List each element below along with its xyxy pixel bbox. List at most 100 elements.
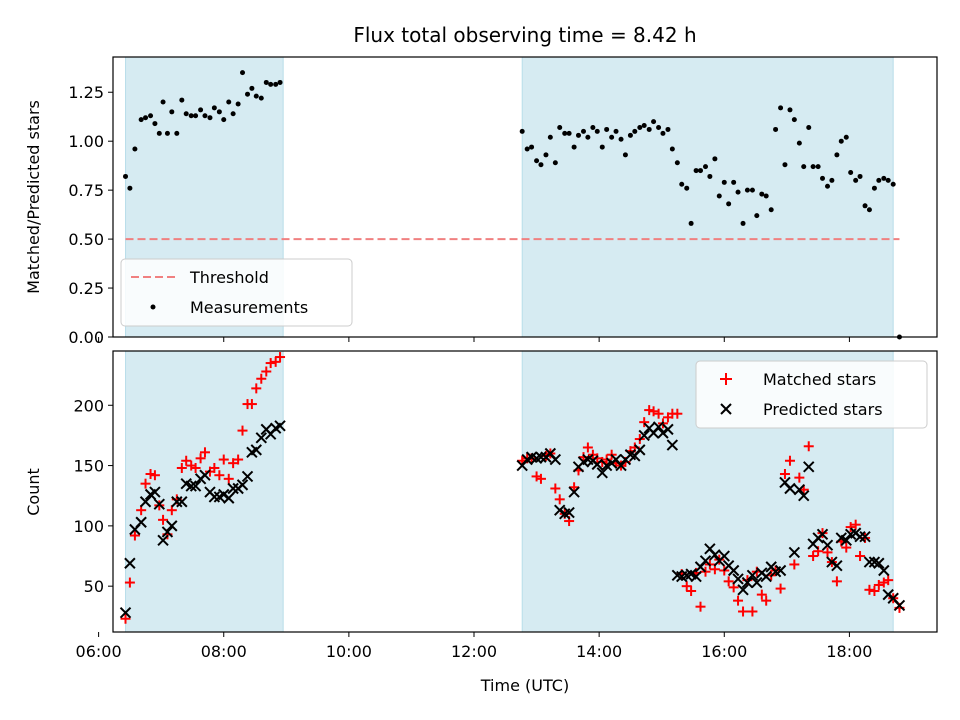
matched-star-point — [747, 606, 758, 617]
measurement-point — [585, 134, 591, 140]
measurement-point — [651, 119, 657, 125]
matched-star-point — [864, 584, 875, 595]
predicted-star-point — [199, 469, 211, 481]
predicted-star-point — [591, 458, 603, 471]
measurement-point — [169, 109, 175, 115]
predicted-star-point — [893, 599, 906, 612]
measurement-point — [613, 128, 619, 134]
measurement-point — [143, 115, 149, 121]
predicted-star-point — [549, 453, 562, 466]
matched-star-point — [237, 425, 248, 436]
measurement-point — [768, 207, 774, 213]
measurement-point — [688, 220, 694, 226]
matched-star-point — [855, 551, 866, 562]
measurement-point — [876, 177, 882, 183]
measurement-point — [806, 124, 812, 130]
matched-star-point — [644, 405, 655, 416]
predicted-star-point — [859, 531, 871, 543]
measurement-point — [253, 93, 259, 99]
predicted-star-point — [241, 470, 254, 483]
measurement-point — [240, 70, 246, 76]
matched-star-point — [569, 482, 580, 493]
matched-legend-swatch — [720, 373, 732, 385]
predicted-star-point — [760, 570, 772, 583]
matched-star-point — [803, 441, 814, 452]
measurement-point — [193, 113, 199, 119]
measurement-point — [202, 113, 208, 119]
x-tick-label: 18:00 — [826, 642, 872, 661]
shaded-spans — [125, 56, 894, 633]
measurement-point — [138, 117, 144, 123]
matched-star-point — [841, 542, 852, 553]
measurement-point — [853, 177, 859, 183]
predicted-star-point — [149, 486, 161, 498]
predicted-star-point — [751, 576, 763, 589]
measurement-point — [810, 164, 816, 170]
predicted-star-point — [798, 490, 810, 502]
predicted-star-point — [638, 429, 650, 442]
matched-star-point — [723, 576, 734, 587]
predicted-star-point — [840, 534, 852, 547]
matched-star-point — [228, 458, 239, 469]
measurement-point — [744, 187, 750, 193]
predicted-star-point — [274, 420, 286, 432]
matched-star-point — [738, 606, 749, 617]
measurement-point — [881, 175, 887, 181]
measurement-point — [763, 193, 769, 199]
measurement-point — [160, 99, 166, 105]
measurement-point — [665, 126, 671, 132]
matched-star-point — [869, 585, 880, 596]
measurement-point — [871, 185, 877, 191]
measurement-point — [754, 213, 760, 219]
measurement-point — [721, 179, 727, 185]
measurement-point — [127, 185, 133, 191]
axis-ticks: 0.00 0.25 0.50 0.75 1.00 1.25 50 100 150 200 06:00… — [68, 83, 872, 661]
axes-frames — [112, 56, 938, 633]
matched-star-point — [190, 462, 201, 473]
top-y-axis-label: Matched/Predicted stars — [24, 100, 43, 294]
predicted-star-point — [615, 459, 627, 472]
measurement-point — [829, 177, 835, 183]
measurement-point — [156, 130, 162, 136]
matched-star-point — [261, 366, 272, 377]
bottom-legend: Matched stars Predicted stars — [695, 360, 928, 429]
predicted-star-point — [596, 467, 608, 479]
predicted-star-point — [171, 496, 183, 508]
predicted-star-point — [878, 564, 890, 577]
predicted-star-point — [727, 564, 740, 577]
measurement-point — [221, 117, 227, 123]
measurement-point — [519, 128, 525, 134]
measurement-point — [782, 162, 788, 168]
measurement-point — [230, 111, 236, 117]
predicted-star-point — [709, 549, 721, 561]
measurement-point — [646, 126, 652, 132]
top-y-tick-label: 1.25 — [68, 83, 104, 102]
matched-star-point — [124, 577, 135, 588]
chart-title: Flux total observing time = 8.42 h — [353, 23, 696, 47]
measurement-point — [216, 109, 222, 115]
predicted-star-point — [690, 570, 702, 583]
predicted-star-point — [166, 520, 178, 532]
matched-star-point — [672, 408, 683, 419]
predicted-star-point — [227, 482, 239, 495]
measurement-point — [778, 105, 784, 111]
predicted-legend-label: Predicted stars — [763, 400, 883, 419]
measurement-point — [679, 181, 685, 187]
predicted-star-point — [816, 528, 829, 541]
predicted-star-point — [784, 482, 796, 495]
matched-star-point — [756, 589, 767, 600]
bottom-y-tick-label: 200 — [73, 396, 104, 415]
predicted-star-point — [737, 584, 749, 596]
predicted-star-point — [746, 569, 759, 582]
measurement-point — [580, 128, 586, 134]
measurement-point — [599, 144, 605, 150]
matched-star-point — [794, 472, 805, 483]
measurement-point — [834, 152, 840, 158]
matched-star-point — [761, 595, 772, 606]
measurement-point — [263, 79, 269, 85]
matched-star-point — [639, 417, 650, 428]
measurement-point — [622, 152, 628, 158]
measurement-point — [268, 81, 274, 87]
predicted-star-point — [788, 546, 801, 559]
